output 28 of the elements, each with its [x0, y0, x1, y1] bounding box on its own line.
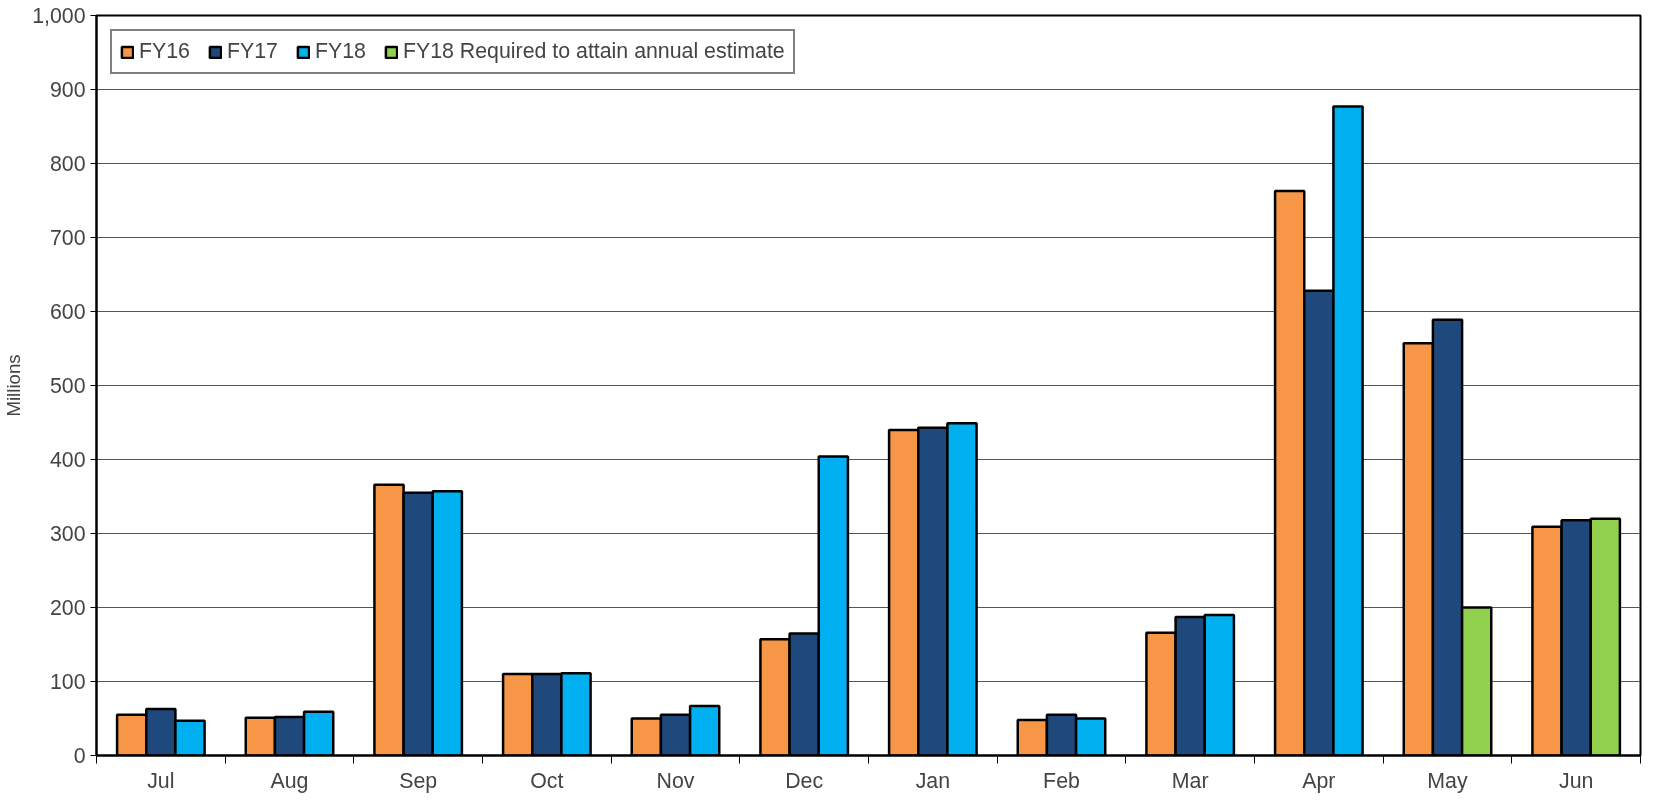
x-tick-label: Jun: [1558, 768, 1594, 793]
legend-label: FY16: [139, 39, 190, 64]
x-tick-label: Jul: [147, 768, 175, 793]
x-tick-label: Oct: [530, 768, 564, 793]
y-tick-label: 800: [49, 152, 86, 176]
y-tick-label: 0: [73, 744, 86, 768]
x-tick-label: Feb: [1043, 768, 1080, 793]
legend-label: FY18: [314, 39, 366, 64]
y-tick-label: 500: [49, 374, 86, 398]
y-tick-label: 300: [49, 522, 86, 546]
x-tick-label: Dec: [785, 768, 824, 793]
legend-label: FY18 Required to attain annual estimate: [402, 39, 785, 64]
y-tick-label: 700: [49, 226, 86, 250]
y-tick-label: 200: [49, 596, 86, 620]
y-tick-label: 600: [49, 300, 86, 324]
y-axis-title: Millions: [3, 354, 25, 417]
x-tick-label: Jan: [915, 768, 951, 793]
x-tick-label: Sep: [399, 768, 438, 793]
x-tick-label: May: [1427, 768, 1468, 793]
y-tick-label: 900: [49, 78, 86, 102]
y-tick-label: 100: [49, 670, 86, 694]
y-tick-label: 1,000: [32, 4, 86, 28]
y-tick-label: 400: [49, 448, 86, 472]
x-tick-label: Apr: [1302, 768, 1336, 793]
legend-label: FY17: [226, 39, 278, 64]
x-tick-label: Aug: [270, 768, 309, 793]
x-tick-label: Mar: [1171, 768, 1209, 793]
x-tick-label: Nov: [656, 768, 695, 793]
